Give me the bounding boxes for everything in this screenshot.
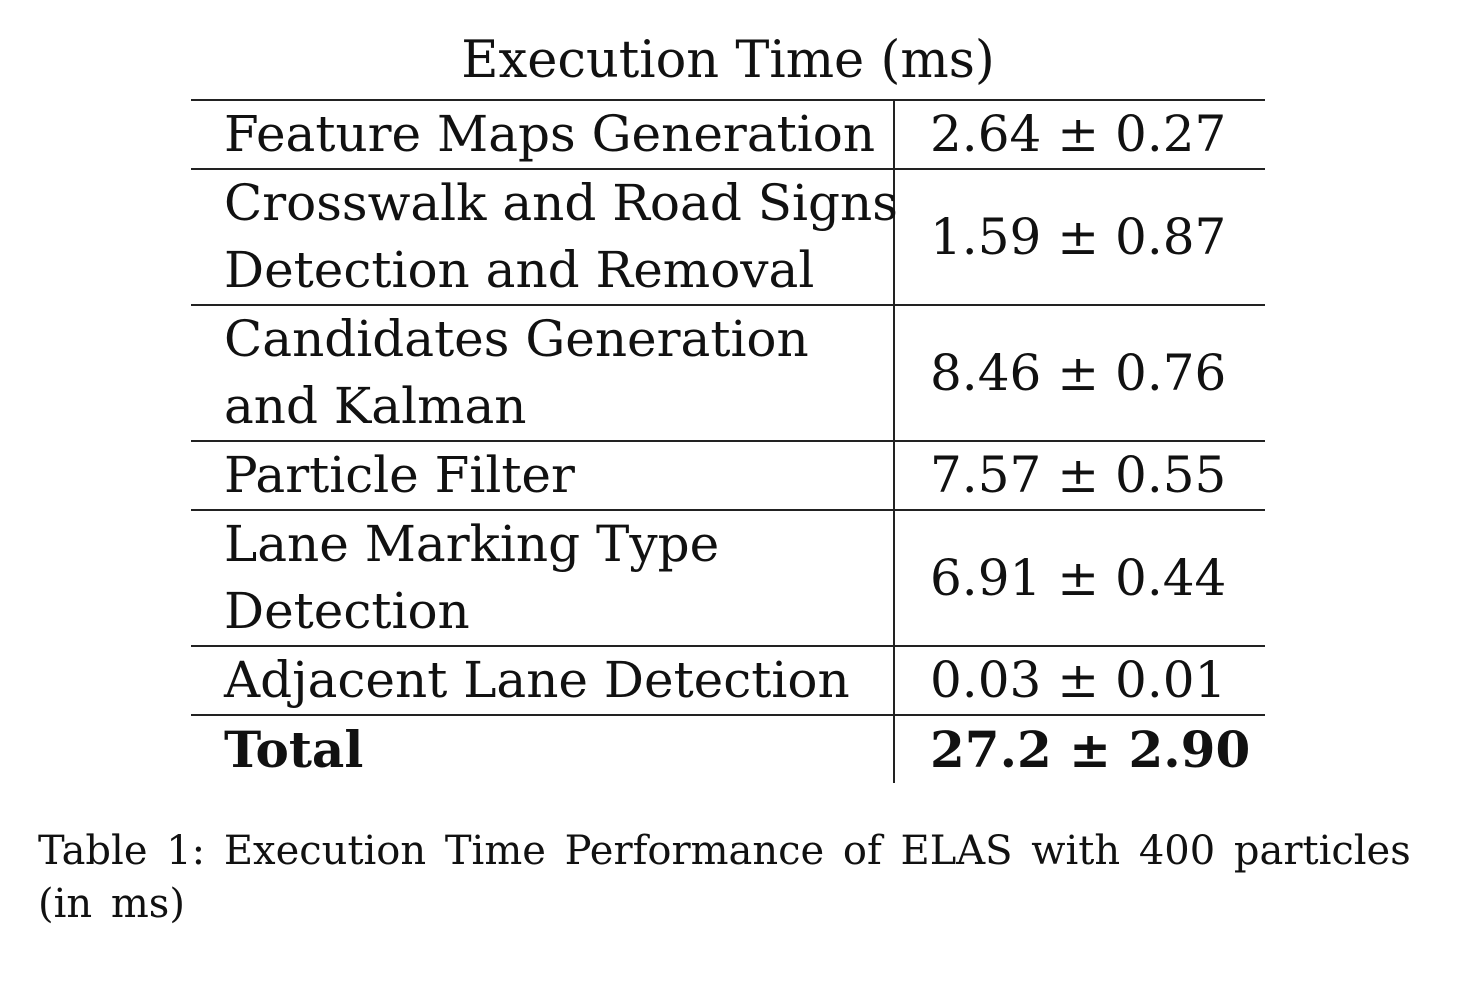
execution-time-value: 6.91 ± 0.44	[894, 509, 1265, 646]
table-row: Feature Maps Generation 2.64 ± 0.27	[191, 99, 1265, 169]
task-label-cell: Particle Filter	[191, 440, 895, 510]
execution-time-value: 2.64 ± 0.27	[894, 99, 1265, 169]
execution-time-table: Feature Maps Generation 2.64 ± 0.27 Cros…	[191, 99, 1265, 783]
total-value: 27.2 ± 2.90	[894, 714, 1265, 783]
table-row: Lane Marking Type Detection 6.91 ± 0.44	[191, 509, 1265, 646]
total-label: Total	[191, 714, 895, 783]
table-row: Crosswalk and Road Signs Detection and R…	[191, 168, 1265, 305]
table-row: Adjacent Lane Detection 0.03 ± 0.01	[191, 645, 1265, 715]
execution-time-value: 8.46 ± 0.76	[894, 304, 1265, 441]
task-label-line-1: Candidates Generation	[224, 310, 809, 368]
task-label: Adjacent Lane Detection	[224, 651, 850, 709]
execution-time-value: 1.59 ± 0.87	[894, 168, 1265, 305]
task-label-cell: Feature Maps Generation	[191, 99, 895, 169]
execution-time-value: 0.03 ± 0.01	[894, 645, 1265, 715]
task-label-cell: Adjacent Lane Detection	[191, 645, 895, 715]
execution-time-value: 7.57 ± 0.55	[894, 440, 1265, 510]
total-row: Total 27.2 ± 2.90	[191, 714, 1265, 783]
task-label-line-2: Detection	[224, 582, 470, 640]
task-label-line-2: and Kalman	[224, 377, 527, 435]
task-label: Feature Maps Generation	[224, 105, 876, 163]
task-label-cell: Candidates Generation and Kalman	[191, 304, 895, 441]
table-row: Candidates Generation and Kalman 8.46 ± …	[191, 304, 1265, 441]
task-label-line-1: Lane Marking Type	[224, 515, 720, 573]
table-title: Execution Time (ms)	[461, 31, 995, 90]
task-label-cell: Lane Marking Type Detection	[191, 509, 895, 646]
task-label-line-2: Detection and Removal	[224, 241, 815, 299]
task-label-cell: Crosswalk and Road Signs Detection and R…	[191, 168, 898, 305]
task-label: Particle Filter	[224, 446, 575, 504]
task-label-line-1: Crosswalk and Road Signs	[224, 174, 898, 232]
table-caption: Table 1: Execution Time Performance of E…	[38, 828, 1411, 927]
table-row: Particle Filter 7.57 ± 0.55	[191, 440, 1265, 510]
